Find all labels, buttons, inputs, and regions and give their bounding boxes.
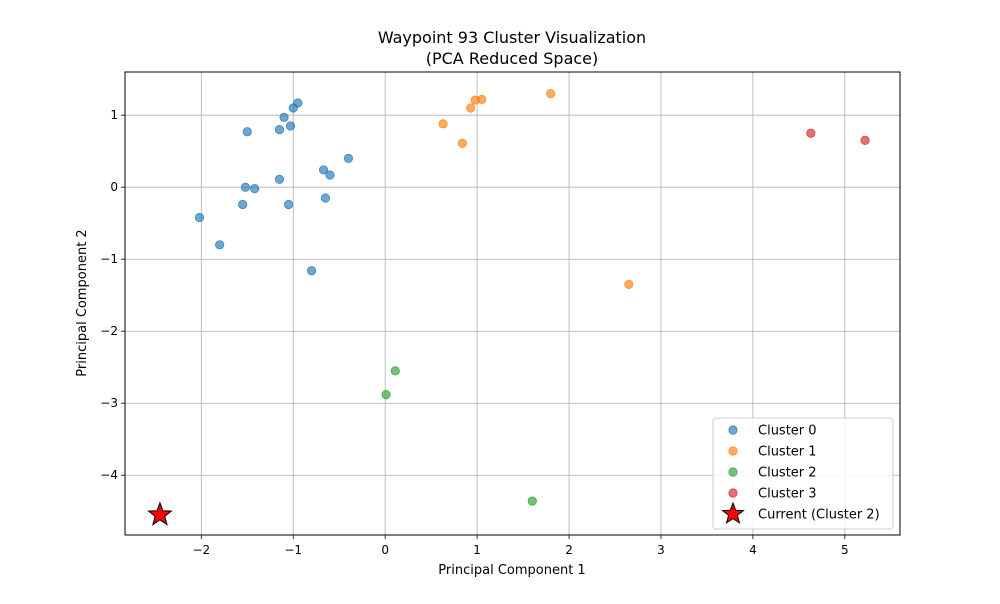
legend-label: Cluster 3 — [758, 487, 817, 502]
y-tick-label: 1 — [110, 108, 118, 122]
y-axis-label: Principal Component 2 — [75, 229, 90, 376]
grid-lines — [125, 72, 900, 535]
x-tick-label: −1 — [284, 543, 302, 557]
x-axis-label: Principal Component 1 — [438, 563, 585, 578]
x-tick-label: 2 — [565, 543, 573, 557]
cluster-0-point — [250, 184, 260, 194]
cluster-3-point — [806, 128, 816, 138]
cluster-1-point — [477, 94, 487, 104]
axis-ticks: −2 −1 0 1 2 3 4 5 −4 −3 −2 −1 0 1 — [100, 108, 848, 557]
legend-label: Cluster 2 — [758, 466, 817, 481]
legend-box — [712, 417, 894, 530]
cluster-0-point — [215, 240, 225, 250]
x-tick-label: 4 — [749, 543, 757, 557]
cluster-0-point — [284, 199, 294, 210]
legend-cluster-1-marker — [728, 446, 738, 456]
cluster-2-point — [381, 389, 391, 400]
cluster-0-point — [325, 170, 335, 180]
x-tick-label: 1 — [473, 543, 481, 557]
legend: Cluster 0 Cluster 1 Cluster 2 Cluster 3 Curr… — [712, 417, 894, 530]
plot-frame — [124, 71, 901, 536]
current-position-star — [147, 501, 173, 526]
cluster-0-point — [274, 125, 285, 135]
legend-cluster-3-marker — [728, 488, 738, 498]
cluster-1-point — [457, 138, 467, 148]
y-tick-label: 0 — [110, 180, 118, 194]
y-tick-label: −4 — [100, 468, 118, 482]
legend-label: Cluster 0 — [758, 424, 817, 439]
cluster-1-point — [624, 279, 634, 290]
cluster-0-point — [320, 193, 331, 203]
legend-cluster-0-marker — [728, 425, 738, 435]
legend-label: Cluster 1 — [758, 445, 817, 460]
chart-subtitle: (PCA Reduced Space) — [426, 49, 599, 68]
cluster-0-point — [238, 199, 248, 210]
cluster-0-point — [274, 174, 285, 184]
x-tick-label: 3 — [657, 543, 665, 557]
legend-current-marker — [721, 501, 745, 525]
chart-title: Waypoint 93 Cluster Visualization — [378, 28, 646, 47]
legend-label: Current (Cluster 2) — [758, 508, 880, 523]
data-points — [147, 89, 870, 526]
x-tick-label: −2 — [192, 543, 210, 557]
cluster-3-point — [860, 135, 870, 146]
cluster-0-point — [307, 266, 317, 276]
cluster-0-point — [318, 165, 329, 175]
y-tick-label: −3 — [100, 396, 118, 410]
y-tick-label: −2 — [100, 324, 118, 338]
y-tick-label: −1 — [100, 252, 118, 266]
cluster-0-point — [194, 212, 205, 223]
cluster-2-point — [390, 366, 400, 376]
cluster-0-point — [293, 98, 303, 108]
cluster-1-point — [546, 89, 556, 99]
cluster-1-point — [466, 103, 476, 113]
legend-cluster-2-marker — [728, 467, 738, 477]
cluster-2-point — [527, 496, 537, 506]
cluster-0-point — [279, 112, 289, 122]
cluster-0-point — [242, 127, 252, 137]
cluster-0-point — [343, 153, 353, 164]
x-tick-label: 5 — [841, 543, 849, 557]
cluster-0-point — [285, 121, 296, 131]
cluster-1-point — [438, 119, 448, 129]
x-tick-label: 0 — [381, 543, 389, 557]
cluster-0-point — [240, 182, 251, 192]
